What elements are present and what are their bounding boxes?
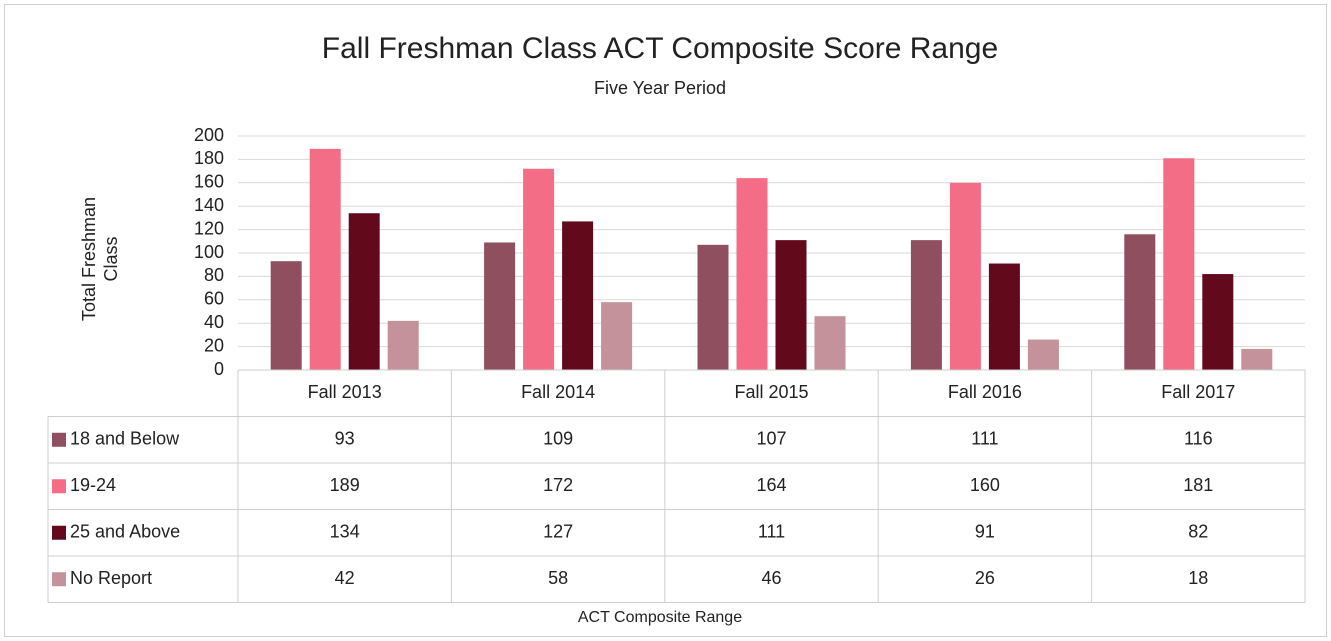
- table-value: 111: [971, 429, 998, 449]
- table-value: 172: [543, 475, 573, 495]
- bar: [348, 213, 380, 370]
- legend-key: [52, 479, 66, 494]
- y-tick-label: 0: [214, 359, 224, 379]
- table-value: 46: [761, 568, 781, 588]
- y-axis-label: Total Freshman Class: [79, 196, 121, 322]
- table-value: 18: [1188, 568, 1208, 588]
- y-tick-label: 100: [194, 242, 224, 262]
- y-tick-label: 20: [204, 335, 224, 355]
- y-tick-label: 120: [194, 218, 224, 238]
- legend-label: 18 and Below: [70, 429, 180, 449]
- y-tick-label: 60: [204, 289, 224, 309]
- bar: [309, 148, 341, 370]
- legend-label: No Report: [70, 568, 152, 588]
- bar: [270, 261, 302, 370]
- legend-label: 25 and Above: [70, 522, 180, 542]
- bar: [910, 240, 942, 370]
- y-tick-label: 140: [194, 195, 224, 215]
- bar: [1163, 158, 1195, 370]
- bar: [601, 302, 633, 370]
- table-value: 134: [330, 522, 360, 542]
- table-value: 109: [543, 429, 573, 449]
- y-tick-label: 200: [194, 125, 224, 145]
- table-value: 116: [1184, 429, 1213, 449]
- legend-label: 19-24: [70, 475, 116, 495]
- table-value: 82: [1188, 522, 1208, 542]
- bar: [814, 316, 846, 370]
- legend-key: [52, 572, 66, 587]
- y-tick-label: 180: [194, 148, 224, 168]
- bar: [988, 263, 1020, 370]
- table-value: 189: [330, 475, 360, 495]
- y-tick-label: 40: [204, 312, 224, 332]
- legend-key: [52, 525, 66, 540]
- bar: [1202, 274, 1234, 370]
- bar: [562, 221, 594, 370]
- table-value: 181: [1183, 475, 1213, 495]
- bar: [484, 242, 516, 370]
- x-tick-label: Fall 2016: [948, 382, 1022, 402]
- x-tick-label: Fall 2014: [521, 382, 595, 402]
- bar: [736, 178, 768, 370]
- x-tick-label: Fall 2013: [308, 382, 382, 402]
- legend-key: [52, 432, 66, 447]
- x-tick-label: Fall 2015: [734, 382, 808, 402]
- bar: [775, 240, 807, 370]
- table-value: 91: [975, 522, 995, 542]
- table-value: 42: [335, 568, 355, 588]
- y-tick-label: 80: [204, 265, 224, 285]
- bar: [949, 182, 981, 370]
- table-value: 160: [970, 475, 1000, 495]
- table-value: 164: [756, 475, 786, 495]
- table-value: 26: [975, 568, 995, 588]
- bar: [1241, 348, 1273, 370]
- chart-title: Fall Freshman Class ACT Composite Score …: [322, 32, 998, 65]
- bar: [1027, 339, 1059, 370]
- chart-subtitle: Five Year Period: [594, 78, 726, 98]
- bar: [697, 244, 729, 370]
- bar: [523, 168, 555, 370]
- table-value: 93: [335, 429, 355, 449]
- y-tick-label: 160: [194, 172, 224, 192]
- table-value: 127: [543, 522, 573, 542]
- table-value: 107: [756, 429, 786, 449]
- chart-border: [4, 4, 1327, 637]
- bar: [1124, 234, 1156, 370]
- bar: [387, 320, 419, 370]
- table-value: 111: [758, 522, 785, 542]
- x-axis-label: ACT Composite Range: [578, 609, 742, 626]
- x-tick-label: Fall 2017: [1161, 382, 1235, 402]
- table-value: 58: [548, 568, 568, 588]
